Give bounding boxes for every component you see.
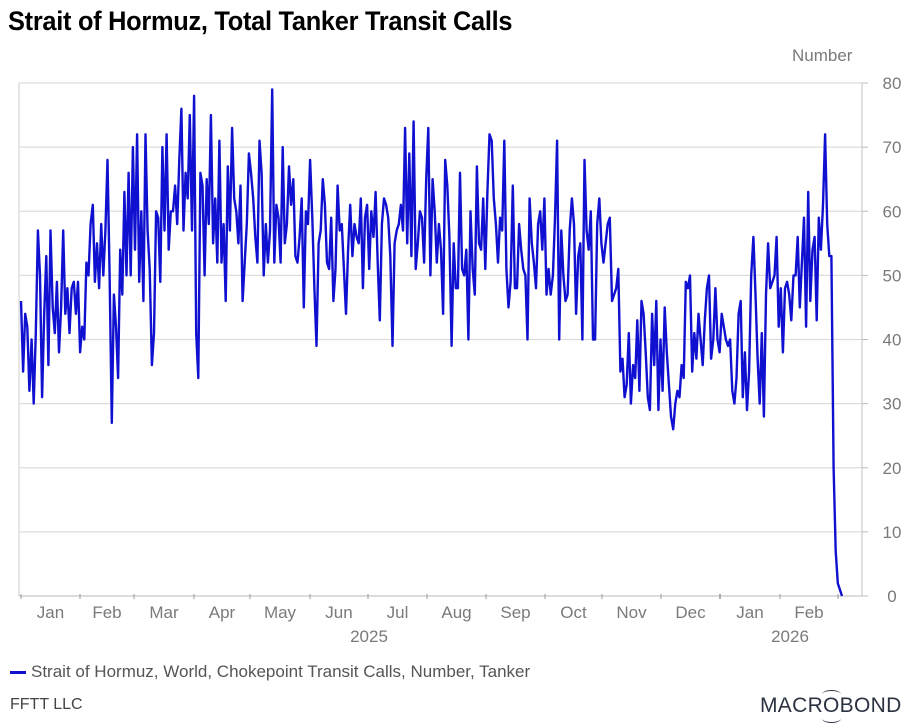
x-tick-label: May xyxy=(264,603,297,622)
x-tick-label: Jun xyxy=(325,603,352,622)
logo-text-part: MACR xyxy=(760,694,824,717)
x-axis-ticks: Jan Feb Mar Apr May Jun Jul Aug Sep Oct Nov Dec Jan F… xyxy=(20,594,839,646)
x-tick-label: Feb xyxy=(794,603,823,622)
x-tick-label: Jul xyxy=(387,603,409,622)
y-tick-label: 20 xyxy=(883,459,902,478)
x-tick-label: Dec xyxy=(675,603,706,622)
y-axis-unit-label: Number xyxy=(792,46,853,65)
macrobond-logo: MACROBOND xyxy=(760,690,902,723)
y-tick-label: 60 xyxy=(883,202,902,221)
logo-o-glyph-icon: O xyxy=(822,690,841,723)
series-line-tanker-transits xyxy=(19,88,844,597)
x-tick-label: Mar xyxy=(149,603,179,622)
x-year-label: 2026 xyxy=(771,627,809,646)
y-tick-label: 0 xyxy=(887,587,896,606)
y-tick-label: 30 xyxy=(883,395,902,414)
x-tick-label: Feb xyxy=(92,603,121,622)
x-tick-label: Jan xyxy=(37,603,64,622)
x-tick-label: Aug xyxy=(441,603,471,622)
y-tick-label: 80 xyxy=(883,74,902,93)
x-tick-label: Apr xyxy=(209,603,236,622)
y-tick-label: 40 xyxy=(883,331,902,350)
legend-label: Strait of Hormuz, World, Chokepoint Tran… xyxy=(31,662,531,681)
source-credit: FFTT LLC xyxy=(10,696,83,713)
chart-title: Strait of Hormuz, Total Tanker Transit C… xyxy=(8,6,513,36)
y-tick-label: 10 xyxy=(883,523,902,542)
x-year-label: 2025 xyxy=(350,627,388,646)
y-axis-ticks: 0 10 20 30 40 50 60 70 80 xyxy=(862,74,901,606)
x-tick-label: Sep xyxy=(500,603,530,622)
legend-line-swatch-icon xyxy=(10,670,26,674)
x-tick-label: Oct xyxy=(560,603,587,622)
x-tick-label: Nov xyxy=(616,603,647,622)
y-tick-label: 50 xyxy=(883,266,902,285)
logo-text-part: BOND xyxy=(839,694,902,717)
x-tick-label: Jan xyxy=(736,603,763,622)
line-chart: 0 10 20 30 40 50 60 70 80 Jan Feb Mar Apr May Jun Jul A… xyxy=(18,74,901,646)
legend: Strait of Hormuz, World, Chokepoint Tran… xyxy=(10,662,530,682)
y-tick-label: 70 xyxy=(883,138,902,157)
